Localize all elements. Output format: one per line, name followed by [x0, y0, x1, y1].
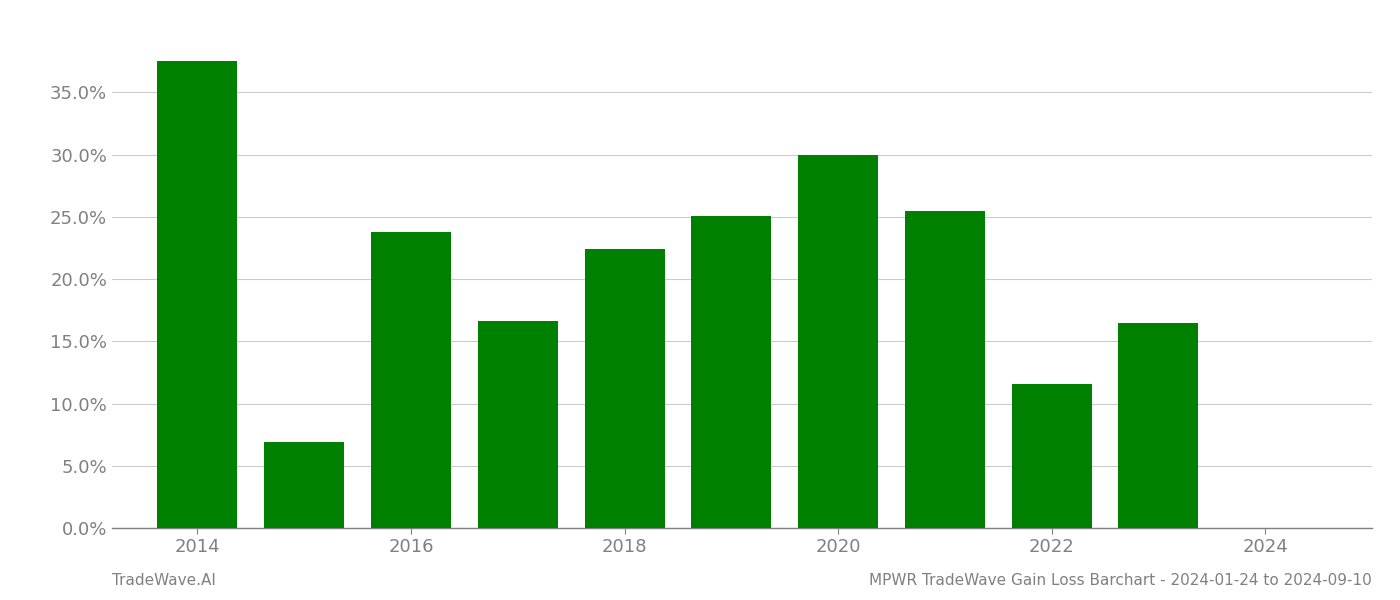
- Text: MPWR TradeWave Gain Loss Barchart - 2024-01-24 to 2024-09-10: MPWR TradeWave Gain Loss Barchart - 2024…: [869, 573, 1372, 588]
- Bar: [265, 442, 344, 528]
- Bar: [692, 215, 771, 528]
- Bar: [1119, 323, 1198, 528]
- Bar: [477, 322, 557, 528]
- Bar: [371, 232, 451, 528]
- Bar: [904, 211, 986, 528]
- Bar: [157, 61, 238, 528]
- Text: TradeWave.AI: TradeWave.AI: [112, 573, 216, 588]
- Bar: [585, 249, 665, 528]
- Bar: [1012, 383, 1092, 528]
- Bar: [798, 155, 878, 528]
